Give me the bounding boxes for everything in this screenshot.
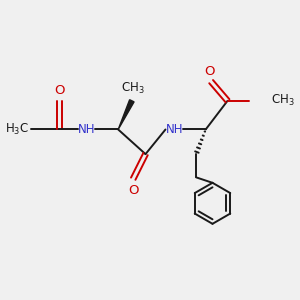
Text: NH: NH	[166, 123, 183, 136]
Text: CH$_3$: CH$_3$	[122, 81, 145, 96]
Text: CH$_3$: CH$_3$	[271, 93, 295, 108]
Polygon shape	[118, 100, 134, 130]
Text: NH: NH	[78, 123, 95, 136]
Text: O: O	[205, 64, 215, 78]
Text: O: O	[128, 184, 139, 196]
Text: O: O	[54, 84, 65, 97]
Text: H$_3$C: H$_3$C	[5, 122, 29, 137]
